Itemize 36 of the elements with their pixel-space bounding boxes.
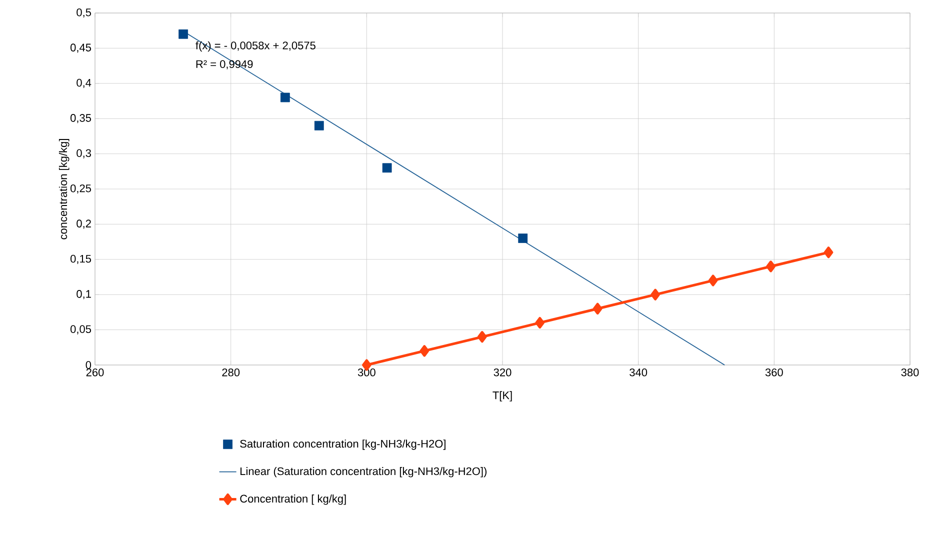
y-tick-label: 0,15 xyxy=(70,254,92,264)
y-tick-label: 0,35 xyxy=(70,114,92,124)
x-tick-label: 360 xyxy=(765,368,783,376)
x-axis-title: T[K] xyxy=(492,391,512,402)
legend-label: Concentration [ kg/kg] xyxy=(240,494,346,505)
point xyxy=(766,260,776,272)
y-tick-label: 0,3 xyxy=(76,149,92,158)
annotation: f(x) = - 0,0058x + 2,0575 xyxy=(196,41,316,52)
x-tick-label: 280 xyxy=(222,368,240,376)
point xyxy=(824,246,834,258)
point xyxy=(280,92,290,102)
y-tick-label: 0,45 xyxy=(70,44,92,53)
point xyxy=(314,120,324,130)
point xyxy=(592,302,602,314)
y-tick-label: 0,2 xyxy=(76,220,91,229)
y-tick-label: 0,05 xyxy=(70,325,92,334)
point xyxy=(650,288,660,300)
point xyxy=(708,274,718,286)
x-tick-label: 260 xyxy=(86,368,104,376)
point xyxy=(382,163,392,173)
x-tick-label: 320 xyxy=(494,368,512,376)
y-axis-title: concentration [kg/kg] xyxy=(58,139,70,240)
legend-label: Linear (Saturation concentration [kg-NH3/kg-H2O]) xyxy=(240,467,487,478)
legend-label: Saturation concentration [kg-NH3/kg-H2O] xyxy=(240,440,446,450)
point xyxy=(178,29,188,39)
point xyxy=(535,316,545,329)
y-tick-label: 0,4 xyxy=(76,78,92,88)
y-tick-label: 0 xyxy=(86,361,92,369)
point xyxy=(477,331,487,343)
x-tick-label: 340 xyxy=(630,368,648,376)
point xyxy=(518,234,528,243)
x-tick-label: 380 xyxy=(901,368,919,376)
point xyxy=(420,345,430,357)
y-tick-label: 0,1 xyxy=(76,290,91,300)
y-tick-label: 0,25 xyxy=(70,184,92,194)
y-tick-label: 0,5 xyxy=(76,8,92,18)
